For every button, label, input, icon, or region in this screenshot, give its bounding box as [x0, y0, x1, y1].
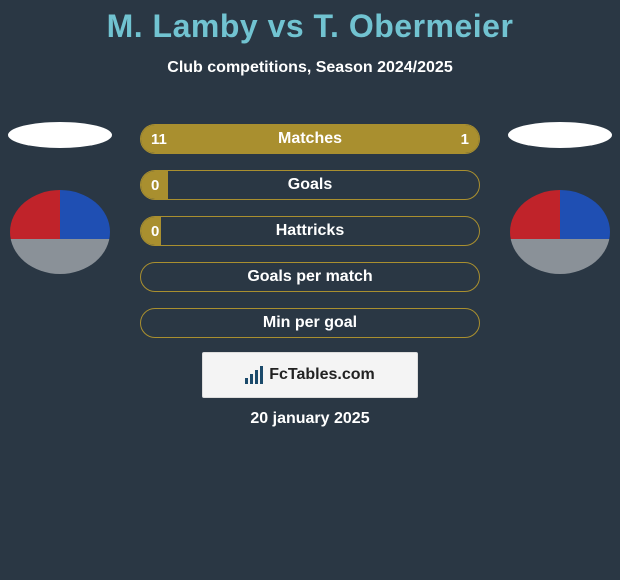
footer-date: 20 january 2025 — [0, 410, 620, 428]
stat-bar: Matches111 — [140, 124, 480, 154]
stat-bar: Hattricks0 — [140, 216, 480, 246]
player-left-column — [0, 122, 120, 274]
brand-text: FcTables.com — [269, 366, 375, 384]
bar-chart-icon — [245, 366, 263, 384]
player-right-avatar — [508, 122, 612, 148]
club-logo-quarter — [560, 190, 610, 239]
stat-bar: Min per goal — [140, 308, 480, 338]
stat-bar-value-left: 0 — [141, 217, 169, 245]
stat-bar-label: Matches — [141, 125, 479, 153]
page-title: M. Lamby vs T. Obermeier — [0, 0, 620, 45]
club-logo-quarter — [60, 190, 110, 239]
page-subtitle: Club competitions, Season 2024/2025 — [0, 59, 620, 77]
stat-bar-label: Goals — [141, 171, 479, 199]
stat-bar-value-right: 1 — [451, 125, 479, 153]
stat-bar-label: Min per goal — [141, 309, 479, 337]
stats-bars: Matches111Goals0Hattricks0Goals per matc… — [140, 124, 480, 338]
stat-bar-value-left: 11 — [141, 125, 177, 153]
player-right-club-logo — [510, 190, 610, 274]
club-logo-quarter — [510, 190, 560, 239]
stat-bar-label: Goals per match — [141, 263, 479, 291]
club-logo-bottom — [510, 239, 610, 274]
club-logo-quarter — [10, 190, 60, 239]
stat-bar: Goals0 — [140, 170, 480, 200]
stat-bar: Goals per match — [140, 262, 480, 292]
stat-bar-label: Hattricks — [141, 217, 479, 245]
brand-banner[interactable]: FcTables.com — [202, 352, 418, 398]
player-right-column — [500, 122, 620, 274]
stat-bar-value-left: 0 — [141, 171, 169, 199]
club-logo-bottom — [10, 239, 110, 274]
player-left-club-logo — [10, 190, 110, 274]
player-left-avatar — [8, 122, 112, 148]
